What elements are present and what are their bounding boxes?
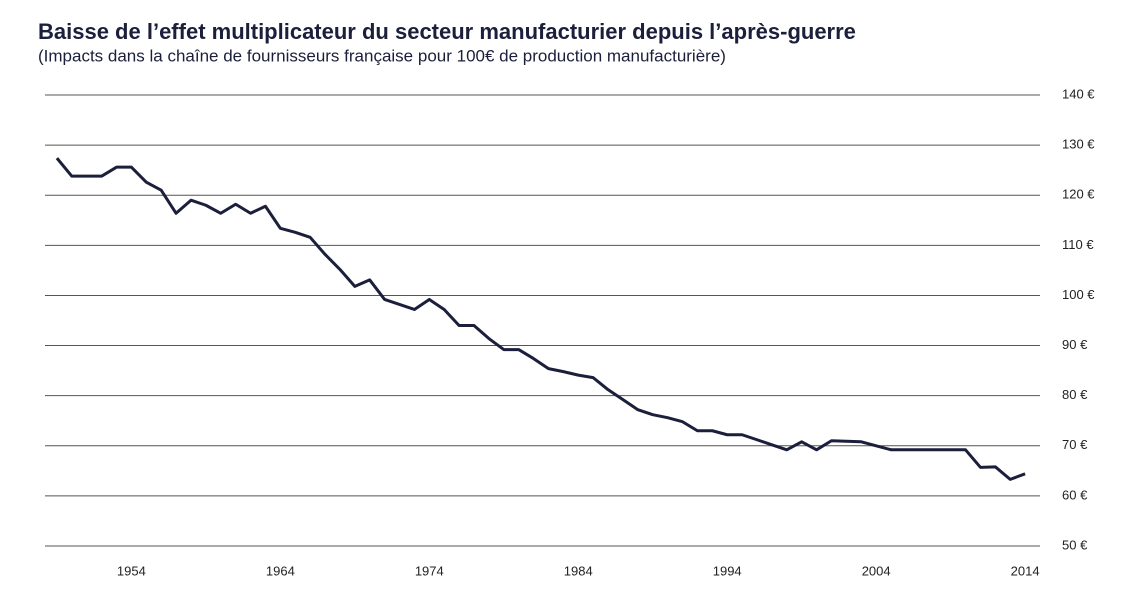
y-tick-label: 120 € [1062,187,1095,202]
y-tick-label: 60 € [1062,487,1088,502]
y-tick-label: 80 € [1062,387,1088,402]
y-tick-label: 140 € [1062,86,1095,101]
x-tick-label: 1964 [266,563,295,578]
x-tick-label: 1994 [713,563,742,578]
x-tick-label: 2014 [1011,563,1040,578]
chart-title: Baisse de l’effet multiplicateur du sect… [38,19,856,44]
x-tick-label: 1984 [564,563,593,578]
x-tick-label: 1954 [117,563,146,578]
y-tick-label: 50 € [1062,537,1088,552]
y-tick-label: 70 € [1062,437,1088,452]
y-tick-label: 90 € [1062,337,1088,352]
x-tick-label: 2004 [862,563,891,578]
chart-subtitle: (Impacts dans la chaîne de fournisseurs … [38,46,726,65]
data-line [55,157,1026,481]
y-tick-label: 110 € [1062,237,1094,252]
y-tick-label: 100 € [1062,287,1095,302]
x-tick-label: 1974 [415,563,444,578]
y-tick-label: 130 € [1062,137,1095,152]
